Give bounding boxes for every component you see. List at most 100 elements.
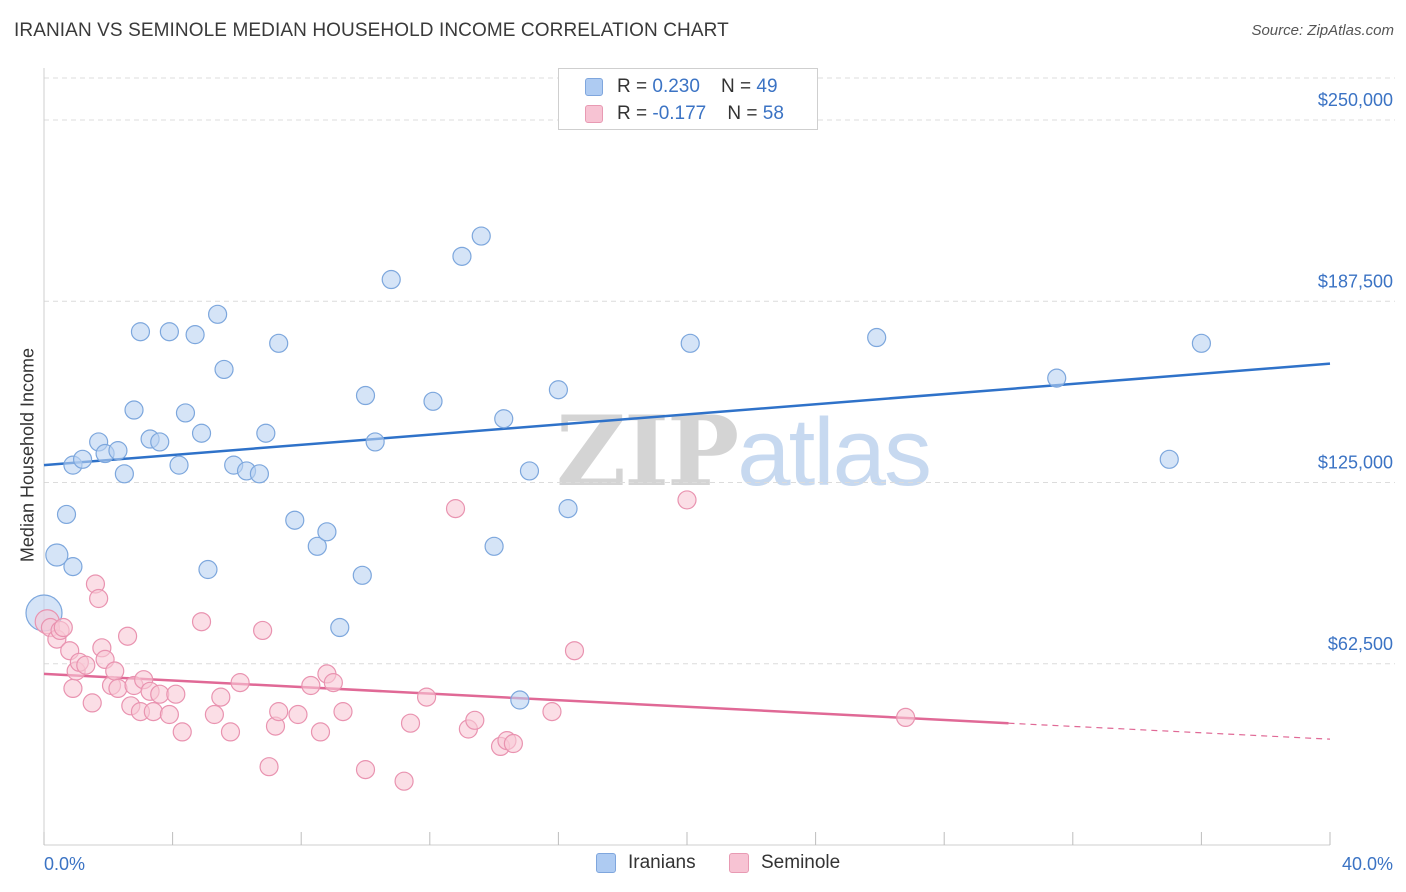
watermark-atlas: atlas (737, 399, 932, 506)
point-iranians (494, 409, 514, 429)
point-seminole (259, 757, 279, 777)
point-seminole (204, 704, 224, 725)
legend-r-label: R = (617, 103, 653, 124)
point-seminole (108, 678, 128, 699)
point-iranians (452, 246, 472, 266)
bottom-legend-swatch-iranians (596, 853, 616, 873)
axes (43, 68, 1331, 846)
point-seminole (301, 675, 321, 696)
point-seminole (394, 771, 414, 791)
point-seminole (288, 704, 308, 725)
legend-n-label: N = (727, 103, 763, 124)
point-iranians (249, 464, 270, 484)
x-tick-label-max: 40.0% (1342, 854, 1393, 874)
bottom-legend-label-iranians: Iranians (628, 852, 696, 873)
point-seminole (323, 673, 343, 693)
point-iranians (1191, 333, 1212, 353)
legend-n-value: 58 (762, 103, 784, 124)
point-iranians (256, 423, 276, 443)
bottom-legend-label-seminole: Seminole (761, 852, 841, 873)
x-tick-label-min: 0.0% (44, 854, 85, 874)
point-iranians (330, 617, 350, 638)
legend-swatch-iranians (585, 78, 603, 96)
point-seminole (166, 684, 186, 704)
legend-r-value: -0.177 (652, 103, 707, 124)
point-iranians (1047, 368, 1067, 388)
point-iranians (365, 432, 385, 452)
point-iranians (56, 504, 77, 525)
point-iranians (45, 543, 69, 567)
legend-box: R = 0.230 N = 49 R = -0.177 N = 58 (558, 68, 818, 130)
point-iranians (185, 325, 205, 345)
point-iranians (191, 423, 212, 443)
point-iranians (558, 499, 578, 519)
source-label: Source: ZipAtlas.com (1251, 22, 1394, 39)
point-seminole (63, 678, 83, 699)
point-iranians (114, 464, 134, 484)
point-iranians (423, 391, 443, 411)
point-iranians (317, 522, 337, 542)
point-seminole (416, 687, 437, 707)
point-seminole (82, 693, 102, 713)
point-iranians (198, 559, 218, 580)
trend-line-seminole-extension (1008, 722, 1331, 740)
point-seminole (89, 588, 109, 609)
point-seminole (503, 733, 523, 754)
data-points (25, 226, 1212, 791)
point-iranians (130, 322, 151, 342)
point-iranians (352, 565, 372, 585)
point-iranians (519, 461, 540, 481)
point-iranians (208, 304, 228, 324)
point-iranians (150, 432, 170, 452)
point-iranians (867, 327, 887, 348)
point-iranians (175, 403, 196, 423)
point-seminole (333, 702, 353, 722)
point-seminole (355, 760, 376, 780)
point-iranians (169, 455, 189, 475)
tick-labels: $62,500 $125,000 $187,500 $250,000 0.0% 40.0% (44, 90, 1393, 874)
point-seminole (211, 687, 231, 707)
point-seminole (677, 490, 697, 510)
point-seminole (896, 707, 916, 728)
point-iranians (680, 333, 700, 353)
point-seminole (564, 641, 585, 661)
point-seminole (105, 661, 125, 681)
gridlines (44, 77, 1395, 665)
legend-swatch-seminole (585, 105, 603, 123)
point-iranians (63, 557, 83, 577)
point-iranians (285, 510, 305, 530)
y-tick-label: $62,500 (1328, 634, 1393, 654)
point-iranians (484, 536, 504, 556)
point-seminole (191, 612, 212, 632)
y-tick-label: $187,500 (1318, 271, 1393, 291)
point-iranians (510, 690, 530, 710)
point-iranians (214, 359, 234, 380)
point-iranians (269, 333, 289, 353)
point-seminole (53, 617, 73, 638)
legend-r-label: R = (617, 76, 653, 97)
point-iranians (72, 449, 93, 469)
point-seminole (542, 702, 562, 722)
bottom-legend-swatch-seminole (729, 853, 749, 873)
chart-title: IRANIAN VS SEMINOLE MEDIAN HOUSEHOLD INC… (14, 20, 729, 41)
point-seminole (150, 684, 170, 704)
point-iranians (159, 322, 179, 342)
point-iranians (381, 269, 401, 290)
point-iranians (471, 226, 491, 246)
point-iranians (355, 385, 376, 406)
point-seminole (465, 710, 485, 730)
point-iranians (124, 400, 144, 420)
point-seminole (76, 655, 96, 675)
point-iranians (1159, 449, 1179, 469)
point-seminole (172, 722, 192, 742)
point-seminole (143, 702, 163, 722)
trend-line-iranians (43, 362, 1331, 467)
point-seminole (253, 620, 273, 641)
legend-n-value: 49 (756, 76, 778, 97)
point-seminole (230, 673, 250, 693)
point-seminole (269, 702, 289, 722)
point-seminole (117, 626, 138, 646)
point-iranians (108, 441, 128, 461)
point-seminole (220, 722, 241, 742)
